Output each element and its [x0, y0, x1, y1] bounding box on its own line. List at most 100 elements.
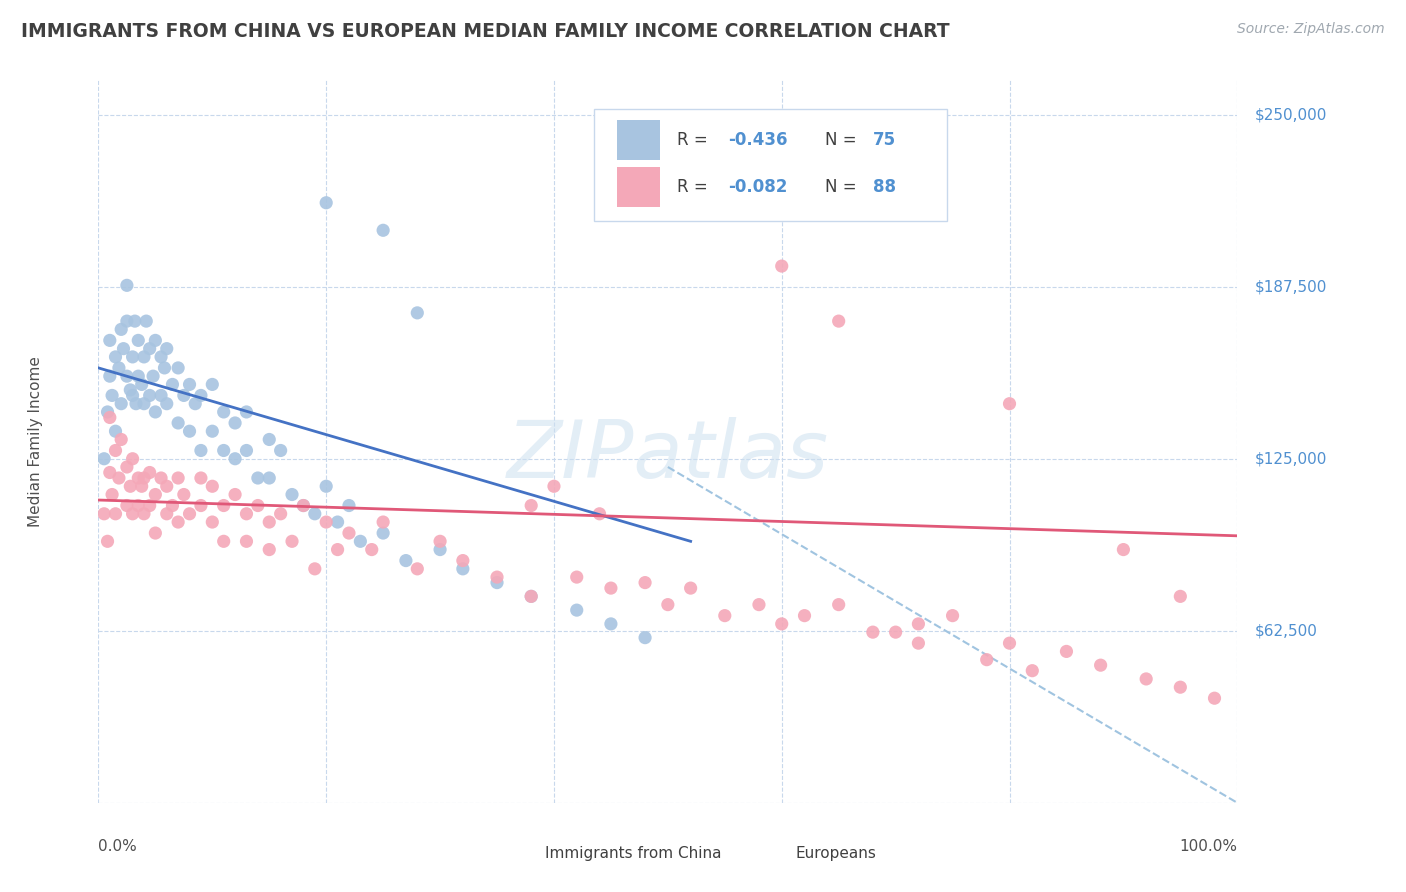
Point	[212, 405, 235, 419]
Point	[150, 388, 173, 402]
Point	[156, 342, 179, 356]
Point	[190, 499, 212, 513]
Point	[142, 369, 165, 384]
Point	[1204, 691, 1226, 706]
Text: 88: 88	[873, 178, 896, 196]
Text: -0.082: -0.082	[728, 178, 787, 196]
Point	[429, 534, 451, 549]
Point	[828, 598, 851, 612]
Point	[907, 616, 929, 631]
Point	[520, 590, 543, 604]
Point	[131, 377, 153, 392]
Point	[1054, 644, 1078, 658]
Text: N =: N =	[825, 178, 862, 196]
Point	[451, 553, 474, 567]
Point	[224, 487, 246, 501]
Point	[120, 479, 142, 493]
Point	[115, 460, 138, 475]
Point	[600, 581, 623, 595]
Point	[315, 195, 337, 210]
FancyBboxPatch shape	[509, 843, 537, 864]
FancyBboxPatch shape	[617, 120, 659, 160]
Point	[101, 487, 124, 501]
Point	[98, 410, 121, 425]
Text: $62,500: $62,500	[1254, 624, 1317, 639]
Point	[162, 377, 184, 392]
Point	[127, 499, 149, 513]
Point	[138, 342, 160, 356]
Point	[201, 515, 224, 529]
Point	[543, 479, 565, 493]
Point	[600, 616, 623, 631]
Point	[337, 526, 360, 541]
Point	[110, 433, 132, 447]
Point	[748, 598, 770, 612]
Point	[167, 515, 190, 529]
Point	[565, 570, 588, 584]
Point	[150, 471, 173, 485]
Point	[124, 314, 146, 328]
Point	[179, 424, 201, 438]
Text: $250,000: $250,000	[1254, 107, 1327, 122]
Point	[93, 451, 115, 466]
Point	[520, 499, 543, 513]
Point	[634, 631, 657, 645]
Point	[259, 542, 281, 557]
Point	[326, 515, 349, 529]
Point	[120, 383, 142, 397]
FancyBboxPatch shape	[593, 109, 946, 221]
Point	[212, 499, 235, 513]
Point	[173, 388, 195, 402]
Point	[281, 487, 304, 501]
Point	[98, 466, 121, 480]
Point	[150, 350, 173, 364]
Point	[98, 369, 121, 384]
Point	[429, 542, 451, 557]
Text: N =: N =	[825, 131, 862, 149]
Point	[360, 542, 382, 557]
Point	[451, 562, 474, 576]
Point	[998, 636, 1021, 650]
Text: IMMIGRANTS FROM CHINA VS EUROPEAN MEDIAN FAMILY INCOME CORRELATION CHART: IMMIGRANTS FROM CHINA VS EUROPEAN MEDIAN…	[21, 22, 949, 41]
Text: -0.436: -0.436	[728, 131, 787, 149]
Point	[127, 471, 149, 485]
Point	[395, 553, 418, 567]
Point	[93, 507, 115, 521]
Point	[138, 466, 160, 480]
Point	[132, 350, 155, 364]
Point	[349, 534, 371, 549]
Point	[131, 479, 153, 493]
Point	[246, 471, 269, 485]
Point	[167, 360, 190, 375]
Point	[115, 499, 138, 513]
Point	[235, 507, 257, 521]
Point	[371, 515, 394, 529]
Text: Immigrants from China: Immigrants from China	[546, 846, 721, 861]
Point	[270, 507, 292, 521]
Text: Europeans: Europeans	[796, 846, 876, 861]
Point	[127, 369, 149, 384]
Point	[259, 471, 281, 485]
Text: 0.0%: 0.0%	[98, 838, 138, 854]
Point	[304, 562, 326, 576]
Point	[108, 471, 131, 485]
Point	[115, 369, 138, 384]
Point	[907, 636, 929, 650]
Point	[190, 471, 212, 485]
Text: $187,500: $187,500	[1254, 279, 1327, 294]
Point	[315, 479, 337, 493]
Text: 100.0%: 100.0%	[1180, 838, 1237, 854]
Point	[125, 397, 148, 411]
Point	[270, 443, 292, 458]
Point	[224, 416, 246, 430]
Point	[942, 608, 965, 623]
Point	[998, 397, 1021, 411]
Point	[201, 479, 224, 493]
Point	[828, 314, 851, 328]
Point	[179, 507, 201, 521]
FancyBboxPatch shape	[759, 843, 787, 864]
Point	[190, 443, 212, 458]
Point	[167, 471, 190, 485]
Point	[145, 526, 167, 541]
Point	[184, 397, 207, 411]
